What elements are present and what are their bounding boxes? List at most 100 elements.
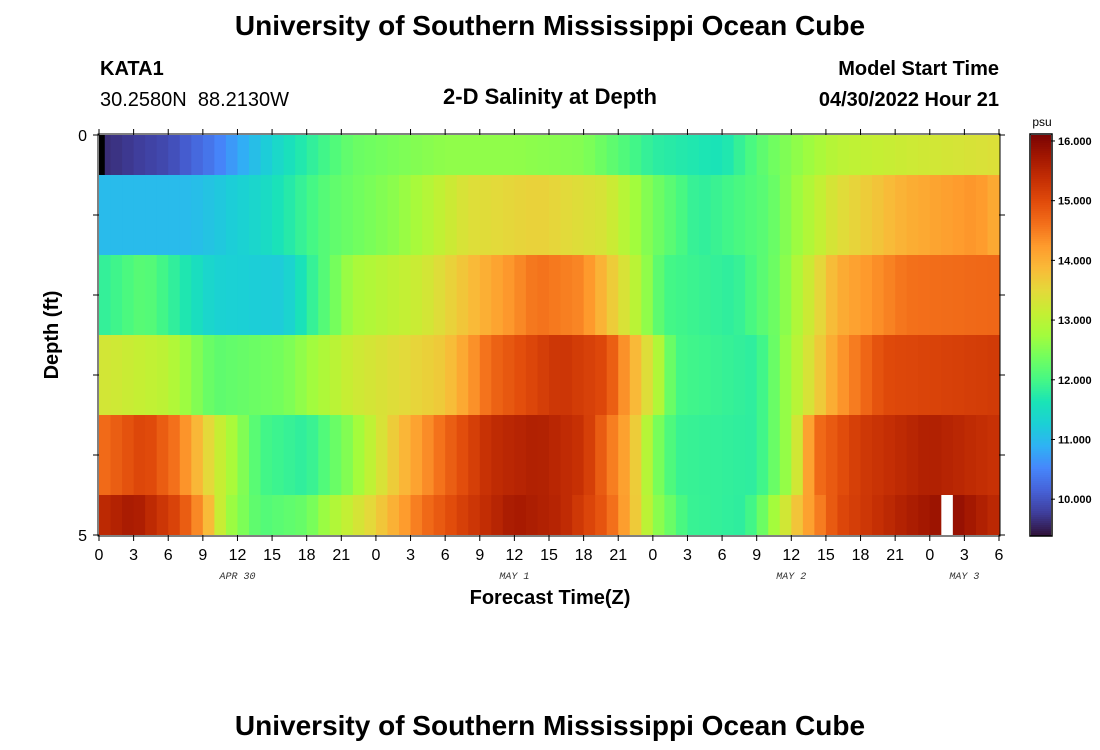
heatmap-cell — [687, 495, 700, 535]
heatmap-cell — [341, 255, 354, 335]
colorbar-step — [1031, 465, 1051, 468]
heatmap-cell — [618, 255, 631, 335]
heatmap-cell — [710, 135, 723, 175]
colorbar-step — [1031, 163, 1051, 166]
heatmap-cell — [122, 415, 135, 495]
heatmap-cell — [375, 175, 389, 255]
model-start-label: Model Start Time — [838, 58, 999, 80]
heatmap-cell — [479, 415, 492, 495]
colorbar-step — [1031, 297, 1051, 300]
heatmap-cell — [99, 255, 112, 335]
heatmap-cell — [895, 495, 908, 535]
heatmap-cell — [272, 135, 285, 175]
heatmap-cell — [952, 255, 965, 335]
colorbar-step — [1031, 325, 1051, 328]
heatmap-cell — [814, 175, 827, 255]
heatmap-cell — [975, 175, 989, 255]
heatmap-cell — [491, 135, 504, 175]
heatmap-cell — [687, 175, 700, 255]
heatmap-cell — [168, 175, 181, 255]
heatmap-cell — [433, 175, 446, 255]
colorbar-step — [1031, 529, 1051, 532]
heatmap-cell — [664, 255, 677, 335]
heatmap-cell — [906, 135, 919, 175]
heatmap-cell — [456, 415, 469, 495]
colorbar-step — [1031, 207, 1051, 210]
x-tick-label: 9 — [752, 547, 761, 564]
heatmap-cell — [606, 255, 619, 335]
heatmap-cell — [860, 175, 873, 255]
heatmap-cell — [468, 175, 481, 255]
heatmap-cell — [699, 135, 712, 175]
heatmap-cell — [283, 255, 296, 335]
heatmap-cell — [283, 135, 296, 175]
heatmap-cell — [802, 415, 815, 495]
heatmap-cell — [964, 175, 977, 255]
heatmap-cell — [802, 255, 815, 335]
heatmap-cell — [779, 415, 792, 495]
colorbar-step — [1031, 265, 1051, 268]
heatmap-cell — [306, 495, 319, 535]
heatmap-cell — [791, 335, 804, 415]
heatmap-cell — [756, 135, 769, 175]
x-tick-label: 15 — [817, 547, 835, 564]
heatmap-cell — [733, 175, 746, 255]
heatmap-cell — [237, 335, 250, 415]
colorbar-step — [1031, 147, 1051, 150]
heatmap-cell — [918, 415, 931, 495]
x-tick-label: 21 — [609, 547, 627, 564]
heatmap-cell — [214, 415, 227, 495]
heatmap-cell — [572, 335, 585, 415]
heatmap-cell — [987, 175, 1000, 255]
heatmap-cell — [329, 415, 342, 495]
heatmap-cell — [825, 495, 839, 535]
heatmap-cell — [572, 255, 585, 335]
heatmap-cell — [156, 335, 169, 415]
heatmap-cell — [145, 175, 158, 255]
x-tick-label: 3 — [129, 547, 138, 564]
colorbar-step — [1031, 491, 1051, 494]
heatmap-cell — [422, 495, 435, 535]
heatmap-cell — [814, 135, 827, 175]
heatmap-cell — [133, 255, 146, 335]
heatmap-cell — [387, 495, 400, 535]
heatmap-cell — [514, 495, 527, 535]
x-tick-label: 18 — [852, 547, 870, 564]
x-tick-label: 3 — [960, 547, 969, 564]
colorbar-step — [1031, 409, 1051, 412]
colorbar-step — [1031, 139, 1051, 142]
heatmap-cell — [929, 335, 942, 415]
heatmap-cell — [883, 175, 896, 255]
colorbar-step — [1031, 241, 1051, 244]
heatmap-cell — [502, 495, 515, 535]
x-axis: 0 3 6 9 12 15 18 21 0 3 6 9 12 15 18 21 0 3 6 9 12 15 18 21 0 3 6 — [95, 129, 1004, 564]
colorbar-step — [1031, 329, 1051, 332]
heatmap-cell — [399, 135, 412, 175]
colorbar-step — [1031, 365, 1051, 368]
heatmap-cell — [675, 175, 689, 255]
x-tick-label: 6 — [718, 547, 727, 564]
heatmap-cell — [456, 175, 469, 255]
colorbar-step — [1031, 239, 1051, 242]
heatmap-cell — [837, 255, 850, 335]
heatmap-cell — [560, 495, 573, 535]
colorbar-step — [1031, 167, 1051, 170]
heatmap-cell — [514, 255, 527, 335]
heatmap — [99, 135, 1000, 535]
heatmap-cell — [722, 415, 735, 495]
colorbar-step — [1031, 327, 1051, 330]
heatmap-cell — [675, 135, 689, 175]
colorbar-step — [1031, 257, 1051, 260]
colorbar-step — [1031, 299, 1051, 302]
heatmap-cell — [595, 495, 608, 535]
colorbar-step — [1031, 477, 1051, 480]
heatmap-cell — [641, 415, 654, 495]
heatmap-cell — [514, 135, 527, 175]
heatmap-cell — [110, 415, 123, 495]
colorbar-step — [1031, 285, 1051, 288]
heatmap-cell — [422, 135, 435, 175]
colorbar-step — [1031, 177, 1051, 180]
day-label: MAY 2 — [776, 572, 806, 583]
colorbar-step — [1031, 213, 1051, 216]
heatmap-cell — [237, 255, 250, 335]
